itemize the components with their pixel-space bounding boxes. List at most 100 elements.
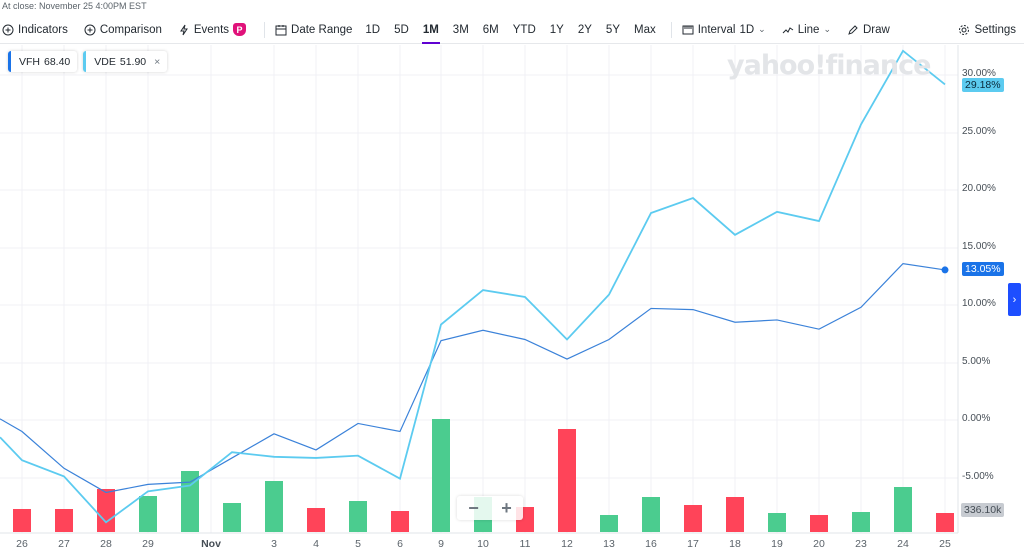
remove-comparison-icon[interactable]: × — [154, 55, 161, 68]
x-tick-label: 18 — [729, 538, 741, 550]
legend-symbol: VDE — [94, 55, 116, 68]
x-tick-label: 25 — [939, 538, 951, 550]
volume-bar — [768, 513, 786, 532]
vfh-series-line — [0, 262, 946, 494]
range-6m[interactable]: 6M — [482, 23, 499, 36]
x-tick-label: Nov — [201, 538, 221, 550]
toolbar-divider — [264, 21, 266, 38]
range-1d[interactable]: 1D — [365, 23, 381, 36]
chart-type-dropdown[interactable]: Line ⌄ — [782, 24, 831, 36]
expand-panel-button[interactable]: › — [1008, 283, 1021, 316]
legend: VFH 68.40 VDE 51.90 × — [8, 51, 168, 72]
vfh-price-tag: 13.05% — [962, 262, 1004, 276]
range-1y[interactable]: 1Y — [549, 23, 564, 36]
chart-toolbar: Indicators Comparison Events P Date Rang… — [0, 16, 1024, 44]
chevron-down-icon: ⌄ — [758, 24, 766, 34]
volume-bar — [810, 515, 828, 532]
x-tick-label: 19 — [771, 538, 783, 550]
interval-value: 1D — [739, 23, 755, 36]
range-1m[interactable]: 1M — [416, 16, 446, 44]
y-tick-label: -5.00% — [962, 471, 994, 482]
range-ytd[interactable]: YTD — [512, 23, 536, 36]
x-tick-label: 28 — [100, 538, 112, 550]
x-tick-label: 10 — [477, 538, 489, 550]
interval-dropdown[interactable]: Interval 1D ⌄ — [682, 24, 766, 36]
volume-bar — [684, 505, 702, 532]
x-tick-label: 16 — [645, 538, 657, 550]
range-5y[interactable]: 5Y — [605, 23, 620, 36]
vde-price-tag: 29.18% — [962, 78, 1004, 92]
date-range-button[interactable]: Date Range — [275, 24, 352, 36]
volume-bar — [726, 497, 744, 532]
events-button[interactable]: Events P — [178, 23, 247, 36]
volume-bar — [558, 429, 576, 532]
settings-button[interactable]: Settings — [958, 24, 1016, 36]
x-tick-label: 6 — [397, 538, 403, 550]
x-tick-label: 29 — [142, 538, 154, 550]
plus-circle-icon — [84, 24, 96, 35]
x-tick-label: 12 — [561, 538, 573, 550]
x-tick-label: 26 — [16, 538, 28, 550]
plus-circle-icon — [2, 24, 14, 35]
x-tick-label: 4 — [313, 538, 319, 550]
volume-bar — [391, 511, 409, 532]
toolbar-divider — [670, 21, 672, 38]
volume-tag: 336.10k — [961, 503, 1005, 517]
legend-item-vde[interactable]: VDE 51.90 × — [83, 51, 168, 72]
vde-series-line — [0, 49, 946, 524]
legend-symbol: VFH — [19, 55, 40, 68]
volume-bar — [139, 496, 157, 532]
x-tick-label: 11 — [519, 538, 531, 550]
x-tick-label: 13 — [603, 538, 615, 550]
lightning-icon — [179, 24, 188, 35]
volume-bar — [13, 509, 31, 532]
x-tick-label: 27 — [58, 538, 70, 550]
settings-label: Settings — [974, 23, 1016, 36]
volume-bar — [265, 481, 283, 532]
pencil-icon — [848, 24, 858, 35]
zoom-controls: − + — [457, 496, 523, 520]
interval-label: Interval — [697, 23, 736, 36]
gear-icon — [959, 24, 970, 35]
vfh-color-swatch — [8, 51, 11, 72]
volume-bar — [432, 419, 450, 532]
calendar-icon — [275, 24, 287, 35]
volume-bars — [13, 419, 954, 532]
y-tick-label: 15.00% — [962, 241, 996, 252]
range-5d[interactable]: 5D — [394, 23, 409, 36]
chevron-down-icon: ⌄ — [823, 24, 831, 34]
x-tick-label: 24 — [897, 538, 909, 550]
volume-bar — [600, 515, 618, 532]
volume-bar — [349, 501, 367, 532]
zoom-out-button[interactable]: − — [468, 497, 479, 518]
range-2y[interactable]: 2Y — [577, 23, 592, 36]
x-tick-label: 23 — [855, 538, 867, 550]
legend-price: 51.90 — [119, 55, 147, 68]
volume-bar — [642, 497, 660, 532]
volume-bar — [852, 512, 870, 532]
indicators-button[interactable]: Indicators — [2, 24, 68, 36]
legend-price: 68.40 — [44, 55, 71, 68]
vde-color-swatch — [83, 51, 87, 72]
premium-badge-icon: P — [233, 23, 247, 36]
x-tick-label: 5 — [355, 538, 361, 550]
interval-icon — [682, 25, 694, 34]
range-3m[interactable]: 3M — [452, 23, 469, 36]
y-tick-label: 10.00% — [962, 298, 996, 309]
grid-lines — [0, 45, 958, 533]
comparison-button[interactable]: Comparison — [84, 24, 162, 36]
y-tick-label: 30.00% — [962, 68, 996, 79]
legend-item-vfh[interactable]: VFH 68.40 — [8, 51, 78, 72]
range-max[interactable]: Max — [634, 23, 656, 36]
events-label: Events — [193, 23, 230, 36]
y-tick-label: 5.00% — [962, 356, 991, 367]
x-tick-label: 17 — [687, 538, 699, 550]
x-tick-label: 3 — [271, 538, 277, 550]
zoom-in-button[interactable]: + — [501, 497, 512, 518]
y-tick-label: 25.00% — [962, 126, 996, 137]
yahoo-finance-watermark: yahoo!finance — [727, 50, 931, 81]
draw-button[interactable]: Draw — [847, 24, 890, 36]
x-tick-label: 9 — [438, 538, 444, 550]
volume-bar — [894, 487, 912, 532]
